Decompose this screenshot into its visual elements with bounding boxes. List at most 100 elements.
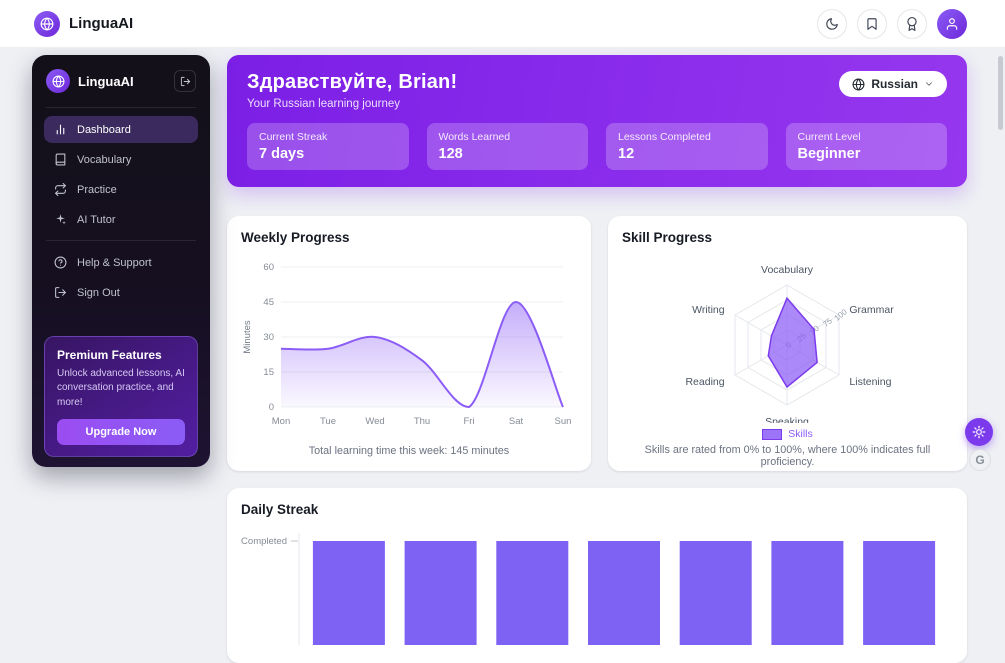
weekly-total-caption: Total learning time this week: 145 minut… [308,445,510,457]
sidebar-item-dashboard[interactable]: Dashboard [44,116,198,143]
sun-icon [972,425,986,439]
stat-card-current-streak: Current Streak 7 days [247,123,409,170]
help-icon [54,256,67,269]
sidebar-item-ai-tutor[interactable]: AI Tutor [44,206,198,233]
topbar: LinguaAI [0,0,1005,48]
upgrade-now-button[interactable]: Upgrade Now [57,419,185,445]
svg-text:Fri: Fri [463,416,474,427]
nav-item-label: Practice [77,183,117,196]
sidebar-item-sign-out[interactable]: Sign Out [44,279,198,306]
repeat-icon [54,183,67,196]
dark-mode-button[interactable] [817,8,847,39]
globe-icon [852,78,865,91]
card-title-daily-streak: Daily Streak [241,502,319,517]
brand: LinguaAI [34,10,134,37]
scrollbar-thumb[interactable] [998,56,1003,130]
svg-text:60: 60 [263,262,274,273]
sidebar-item-help-support[interactable]: Help & Support [44,249,198,276]
achievements-button[interactable] [897,8,927,39]
collapse-icon [180,76,191,87]
svg-text:75: 75 [821,316,834,329]
nav-item-label: AI Tutor [77,213,116,226]
card-title-weekly-progress: Weekly Progress [241,230,350,245]
divider [46,240,196,241]
globe-icon [40,17,54,31]
logout-icon [54,286,67,299]
theme-toggle-button[interactable] [965,418,993,446]
svg-text:Writing: Writing [692,304,725,316]
svg-text:Listening: Listening [849,376,891,388]
skill-progress-card: Skill Progress Vocabulary Grammar Listenin… [608,216,967,471]
svg-text:Completed: Completed [241,536,287,547]
card-title-skill-progress: Skill Progress [622,230,713,245]
stat-label: Current Level [797,131,861,143]
charts-row: Weekly Progress 0 15 30 45 60 Mon Tue Wed Thu Fri… [227,216,967,471]
skill-radar-chart: Vocabulary Grammar Listening Speaking Readin… [622,253,953,428]
stat-card-current-level: Current Level Beginner [785,123,947,170]
stat-value: 12 [618,146,635,162]
sidebar-brand-name: LinguaAI [78,73,134,89]
stat-label: Words Learned [438,131,511,143]
widget-letter: G [975,453,985,467]
chevron-down-icon [924,79,934,89]
svg-text:100: 100 [833,307,849,323]
sidebar-header: LinguaAI [44,65,198,103]
weekly-progress-card: Weekly Progress 0 15 30 45 60 Mon Tue Wed Thu Fri… [227,216,591,471]
greeting-heading: Здравствуйте, Brian! [247,71,458,93]
sidebar-item-vocabulary[interactable]: Vocabulary [44,146,198,173]
svg-text:Sat: Sat [509,416,524,427]
svg-text:Reading: Reading [685,376,724,388]
stat-value: Beginner [797,146,861,162]
app-logo [34,10,60,37]
svg-text:Wed: Wed [365,416,384,427]
welcome-banner: Здравствуйте, Brian! Your Russian learni… [227,55,967,187]
language-label: Russian [871,77,918,91]
weekly-progress-chart: 0 15 30 45 60 Mon Tue Wed Thu Fri Sat Sun Minutes [241,253,577,436]
sidebar: LinguaAI Dashboard Vocabulary Practice AI T… [32,55,210,467]
sidebar-nav-primary: Dashboard Vocabulary Practice AI Tutor [44,116,198,236]
radar-legend: Skills [622,428,953,440]
brand-name: LinguaAI [69,15,134,32]
sidebar-collapse-button[interactable] [174,70,196,92]
stat-value: 128 [438,146,463,162]
stat-card-words-learned: Words Learned 128 [426,123,588,170]
nav-item-label: Help & Support [77,256,152,269]
profile-button[interactable] [937,8,967,39]
svg-text:Minutes: Minutes [242,320,253,354]
svg-text:Thu: Thu [414,416,430,427]
sidebar-nav-secondary: Help & Support Sign Out [44,249,198,309]
moon-icon [825,17,839,31]
main-content: Здравствуйте, Brian! Your Russian learni… [227,55,967,663]
nav-item-label: Vocabulary [77,153,132,166]
svg-text:30: 30 [263,332,274,343]
welcome-text: Здравствуйте, Brian! Your Russian learni… [247,71,457,110]
svg-text:15: 15 [263,367,274,378]
legend-label: Skills [788,428,813,440]
greeting-subtitle: Your Russian learning journey [247,98,401,110]
stats-row: Current Streak 7 days Words Learned 128 Less… [247,123,947,170]
language-selector[interactable]: Russian [839,71,947,97]
stat-value: 7 days [259,146,305,162]
book-icon [54,153,67,166]
floating-widget-button[interactable]: G [969,449,991,471]
stat-card-lessons-completed: Lessons Completed 12 [606,123,768,170]
svg-text:Speaking: Speaking [765,416,809,423]
divider [46,107,196,108]
daily-streak-card: Daily Streak Completed [227,488,967,663]
nav-item-label: Dashboard [77,123,131,136]
sidebar-app-logo [46,69,70,93]
premium-card: Premium Features Unlock advanced lessons… [44,335,198,457]
svg-text:Vocabulary: Vocabulary [761,264,814,276]
award-icon [905,16,919,31]
dashboard-icon [54,123,67,136]
svg-text:Tue: Tue [320,416,336,427]
bookmarks-button[interactable] [857,8,887,39]
user-icon [945,17,959,31]
sidebar-item-practice[interactable]: Practice [44,176,198,203]
topbar-actions [817,8,967,39]
nav-item-label: Sign Out [77,286,120,299]
svg-text:0: 0 [269,402,274,413]
globe-icon [52,75,65,88]
svg-text:Grammar: Grammar [849,304,894,316]
svg-text:Mon: Mon [272,416,290,427]
